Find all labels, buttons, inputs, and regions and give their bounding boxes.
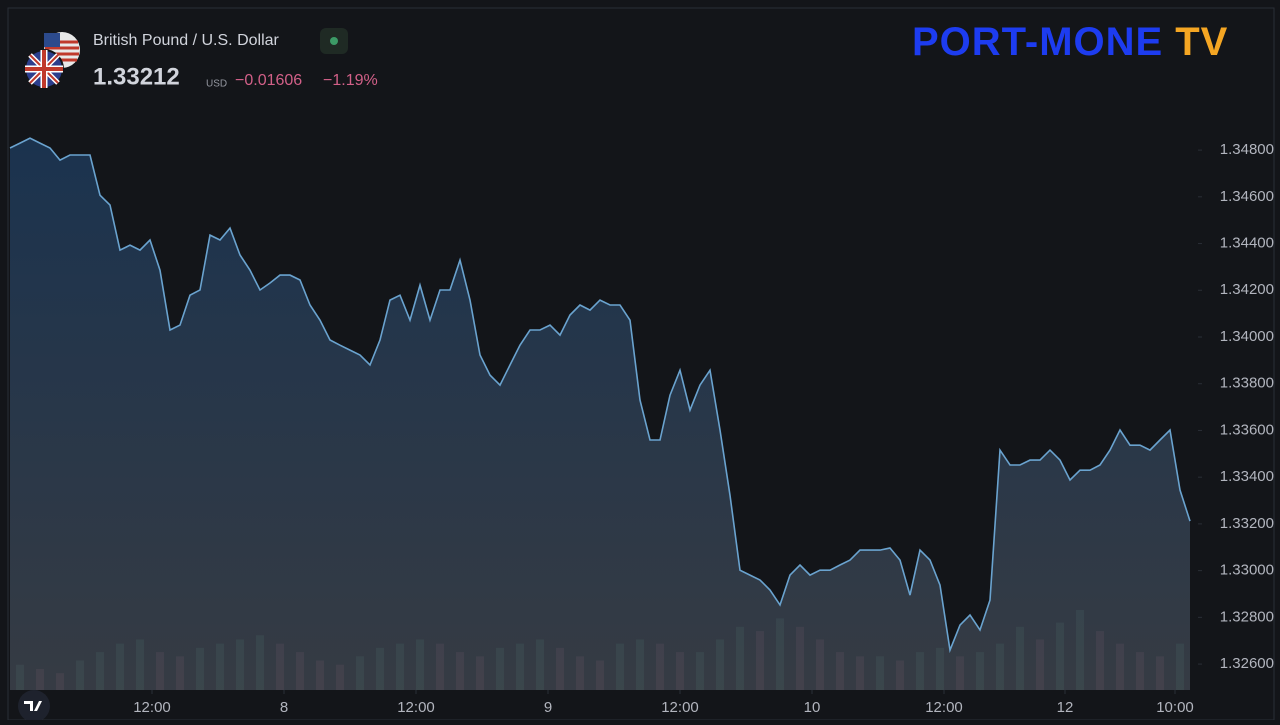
y-tick-label: 1.34800 <box>1220 141 1274 158</box>
x-tick-label: 10:00 <box>1156 699 1194 716</box>
x-tick-label: 12 <box>1057 699 1074 716</box>
x-tick-label: 12:00 <box>397 699 435 716</box>
uk-flag <box>24 49 64 89</box>
x-tick-label: 10 <box>804 699 821 716</box>
x-tick-label: 12:00 <box>133 699 171 716</box>
tv-icon <box>18 690 50 722</box>
y-tick-label: 1.33600 <box>1220 421 1274 438</box>
y-tick-label: 1.34400 <box>1220 235 1274 252</box>
x-tick-label: 9 <box>544 699 552 716</box>
change: −0.01606 <box>235 72 302 89</box>
y-tick-label: 1.33200 <box>1220 515 1274 532</box>
y-tick-label: 1.33400 <box>1220 468 1274 485</box>
y-tick-label: 1.33800 <box>1220 375 1274 392</box>
y-tick-label: 1.34600 <box>1220 188 1274 205</box>
x-tick-label: 8 <box>280 699 288 716</box>
currency: USD <box>206 79 227 90</box>
plot: 1.32600 1.32800 1.33000 1.33200 1.33400 1.336… <box>9 137 1274 716</box>
change-percent: −1.19% <box>323 72 378 89</box>
status-dot <box>330 37 338 45</box>
logo-suffix: TV <box>1175 20 1228 64</box>
y-tick-label: 1.32800 <box>1220 608 1274 625</box>
x-tick-label: 12:00 <box>925 699 963 716</box>
area-fill <box>10 138 1190 690</box>
last-price: 1.33212 <box>93 63 180 90</box>
price-line <box>9 137 1191 654</box>
logo-main: PORT-MONE <box>912 20 1163 64</box>
x-tick-label: 12:00 <box>661 699 699 716</box>
y-tick-label: 1.34000 <box>1220 328 1274 345</box>
y-tick-label: 1.32600 <box>1220 655 1274 672</box>
y-tick-label: 1.33000 <box>1220 562 1274 579</box>
instrument-title: British Pound / U.S. Dollar <box>93 32 280 49</box>
logo: PORT-MONE TV <box>912 20 1228 64</box>
y-tick-label: 1.34200 <box>1220 281 1274 298</box>
